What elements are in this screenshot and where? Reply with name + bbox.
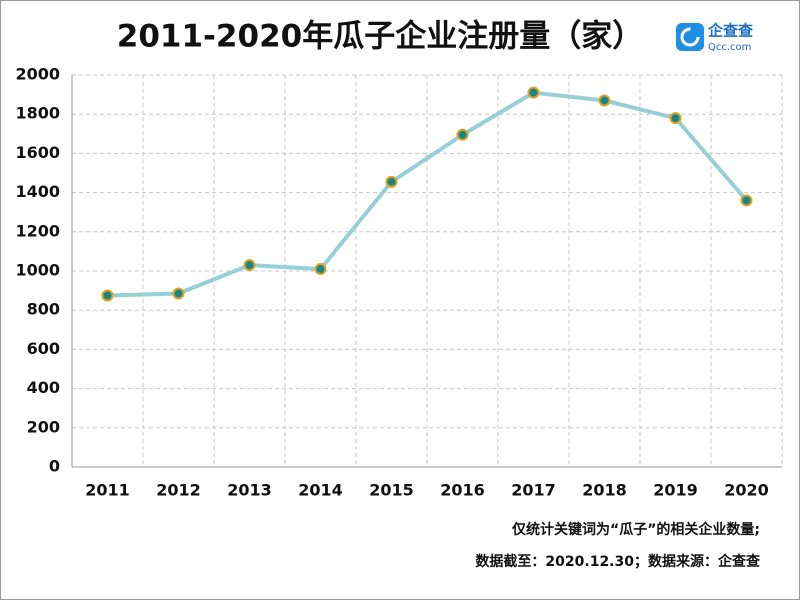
y-tick-label: 1000: [15, 261, 60, 280]
point: [243, 259, 256, 272]
y-tick-label: 1400: [15, 182, 60, 201]
x-tick-label: 2017: [511, 481, 556, 500]
chart-title: 2011-2020年瓜子企业注册量（家）: [117, 19, 643, 55]
logo-icon: [676, 23, 704, 51]
y-tick-label: 1200: [15, 221, 60, 240]
x-tick-label: 2015: [369, 481, 414, 500]
point: [101, 289, 114, 302]
x-tick-label: 2019: [653, 481, 698, 500]
point: [669, 112, 682, 125]
y-tick-label: 400: [27, 378, 60, 397]
y-tick-label: 1800: [15, 104, 60, 123]
point: [598, 94, 611, 107]
line: [107, 90, 749, 298]
y-tick-label: 600: [27, 339, 60, 358]
point: [527, 86, 540, 99]
x-tick-label: 2011: [85, 481, 130, 500]
logo-mark: [680, 27, 700, 47]
note: 仅统计关键词为“瓜子”的相关企业数量;: [511, 521, 760, 538]
logo-name: 企查查: [707, 22, 754, 40]
logo-site: Qcc.com: [708, 42, 751, 53]
point: [172, 287, 185, 300]
point: [385, 175, 398, 188]
y-tick-label: 1600: [15, 143, 60, 162]
note: 数据截至：2020.12.30；数据来源：企查查: [475, 553, 761, 570]
y-tick-label: 2000: [15, 65, 60, 84]
x-tick-label: 2014: [298, 481, 343, 500]
logo: 企查查 Qcc.com: [676, 22, 754, 53]
point: [740, 194, 753, 207]
y-tick-label: 800: [27, 300, 60, 319]
y-tick-label: 200: [27, 417, 60, 436]
x-tick-label: 2012: [156, 481, 201, 500]
x-tick-label: 2013: [227, 481, 272, 500]
x-tick-label: 2016: [440, 481, 485, 500]
x-tick-label: 2018: [582, 481, 627, 500]
x-tick-label: 2020: [724, 481, 769, 500]
y-tick-label: 0: [49, 457, 60, 476]
point: [314, 263, 327, 276]
point: [456, 128, 469, 141]
